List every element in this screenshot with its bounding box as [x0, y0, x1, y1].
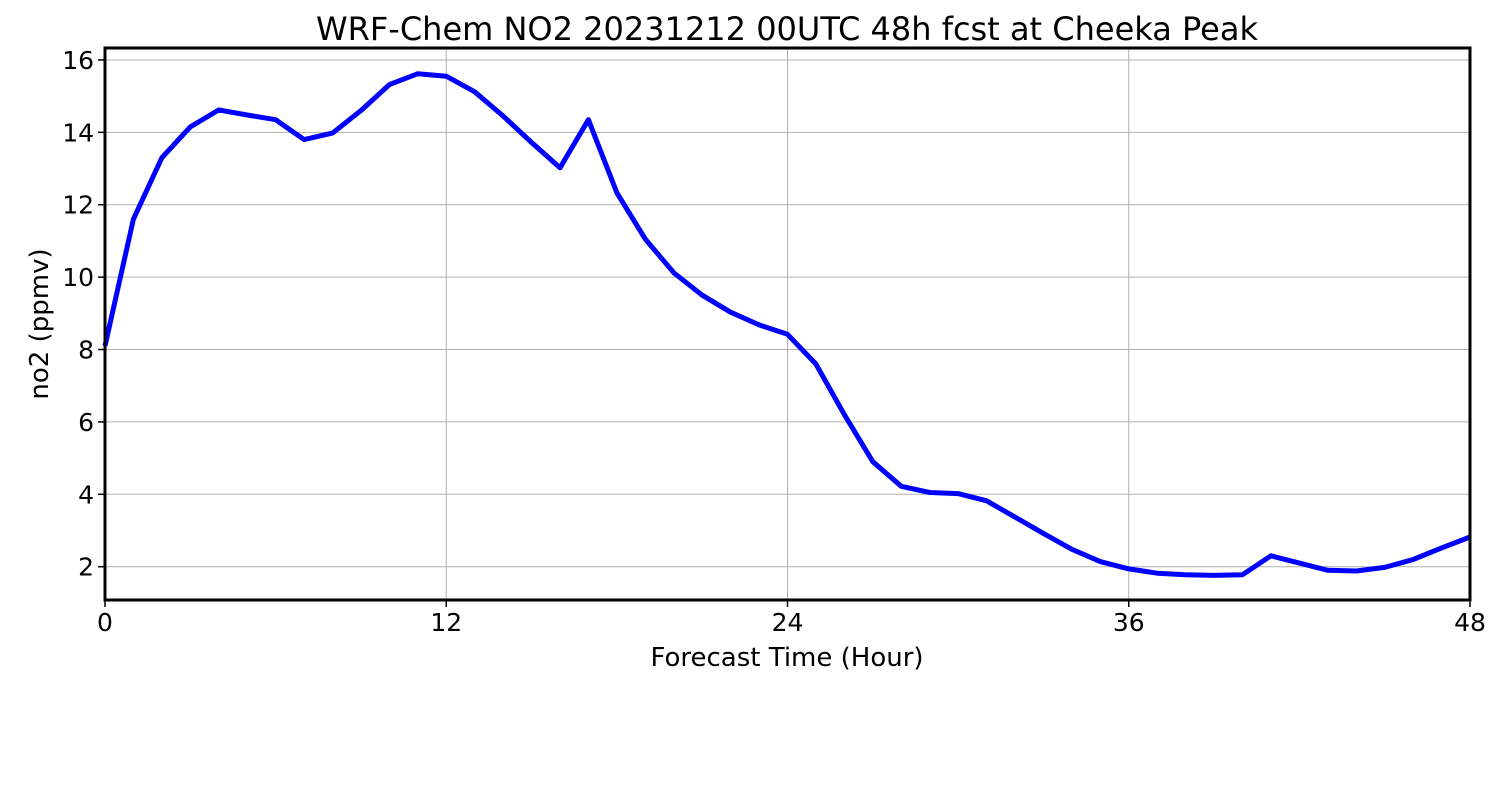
no2-data-point	[673, 272, 675, 274]
no2-data-point	[957, 492, 959, 495]
no2-data-point	[1156, 572, 1158, 574]
no2-data-point	[872, 461, 874, 463]
x-tick-label: 24	[772, 608, 804, 637]
no2-data-point	[1213, 574, 1215, 576]
y-tick-label: 14	[62, 118, 94, 147]
no2-data-point	[758, 324, 760, 326]
no2-data-point	[360, 110, 362, 112]
y-tick-label: 6	[78, 408, 94, 437]
y-tick-label: 2	[78, 553, 94, 582]
no2-data-point	[1099, 561, 1101, 563]
y-axis-label: no2 (ppmv)	[25, 248, 55, 399]
x-tick-label: 0	[97, 608, 113, 637]
no2-data-point	[303, 138, 305, 141]
no2-data-point	[929, 491, 931, 494]
y-tick-label: 4	[78, 480, 94, 509]
no2-data-point	[388, 83, 390, 86]
no2-data-point	[1440, 547, 1443, 549]
no2-data-point	[616, 192, 618, 194]
chart-title: WRF-Chem NO2 20231212 00UTC 48h fcst at …	[316, 10, 1258, 48]
no2-data-point	[730, 311, 732, 313]
x-tick-label: 12	[430, 608, 462, 637]
no2-data-point	[1071, 548, 1073, 550]
y-axis-ticks: 2 4 6 8 10 12 14 16	[62, 46, 105, 582]
no2-data-point	[559, 167, 561, 169]
no2-data-point	[1128, 568, 1130, 570]
no2-data-point	[445, 75, 447, 77]
no2-data-point	[1185, 574, 1187, 576]
y-tick-label: 8	[78, 336, 94, 365]
no2-data-point	[161, 157, 163, 159]
no2-data-point	[1014, 516, 1016, 518]
no2-data-point	[502, 115, 504, 117]
no2-data-point	[1042, 532, 1045, 534]
no2-data-point	[701, 294, 703, 296]
series-layer	[102, 71, 1471, 578]
no2-data-point	[1384, 566, 1386, 569]
no2-data-point	[900, 485, 902, 487]
x-tick-label: 36	[1113, 608, 1145, 637]
no2-data-point	[530, 141, 533, 144]
no2-data-point	[843, 414, 845, 416]
x-axis-label: Forecast Time (Hour)	[650, 643, 923, 673]
no2-data-point	[331, 132, 334, 134]
no2-data-point	[1298, 562, 1300, 564]
no2-data-point	[474, 91, 476, 93]
no2-data-point	[132, 218, 135, 220]
no2-data-point	[246, 114, 248, 116]
y-tick-label: 16	[62, 46, 94, 75]
no2-data-point	[1355, 570, 1357, 572]
no2-data-point	[1412, 558, 1414, 561]
no2-data-point	[786, 333, 789, 335]
no2-data-point	[1270, 555, 1272, 557]
x-axis-ticks: 0 12 24 36 48	[97, 600, 1486, 637]
x-tick-label: 48	[1454, 608, 1486, 637]
no2-data-point	[189, 126, 191, 128]
grid-lines	[104, 48, 1471, 600]
no2-data-point	[417, 73, 419, 75]
no2-data-point	[1327, 569, 1329, 571]
y-tick-label: 12	[62, 191, 94, 220]
no2-data-point	[218, 109, 220, 111]
no2-data-point	[275, 119, 277, 121]
y-tick-label: 10	[62, 263, 94, 292]
no2-data-point	[815, 363, 817, 365]
no2-data-point	[644, 238, 646, 240]
no2-data-point	[985, 500, 988, 502]
no2-data-point	[1241, 574, 1244, 576]
no2-data-point	[587, 119, 590, 121]
